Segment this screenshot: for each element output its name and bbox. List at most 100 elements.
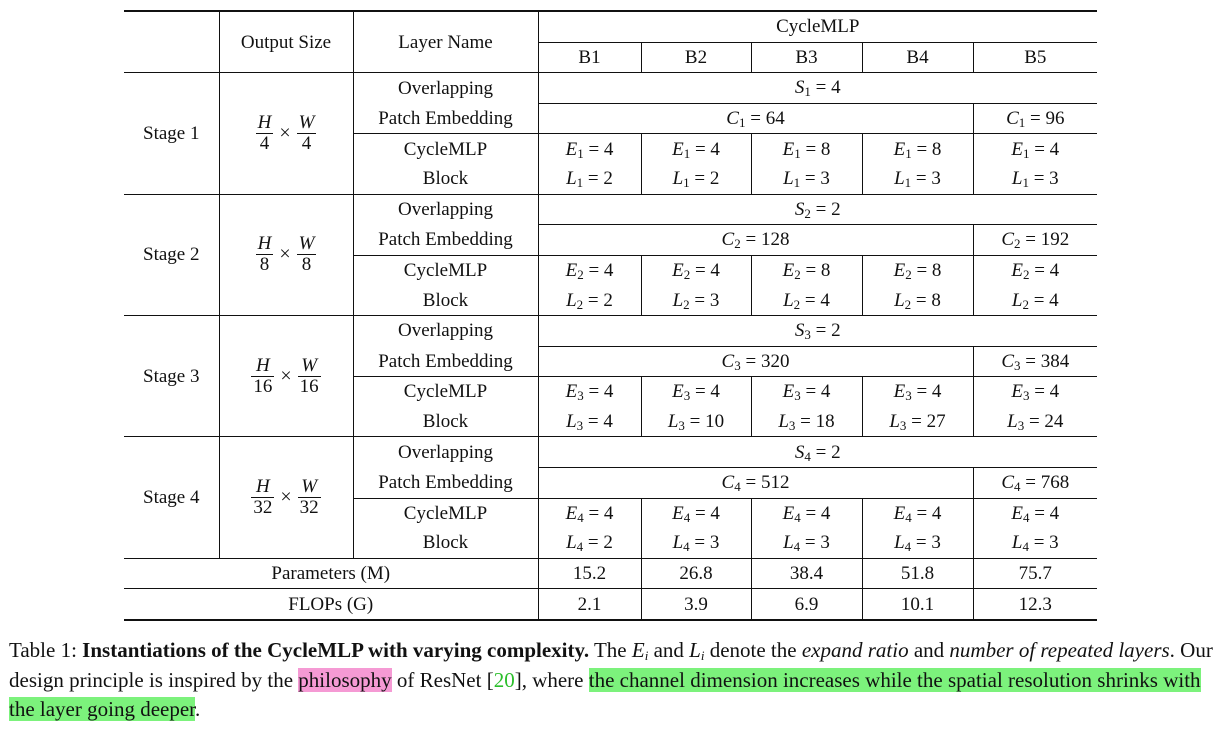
expand-ratio-cell: E4 = 4: [972, 497, 1098, 529]
layer-cyclemlp: CycleMLP: [352, 497, 538, 529]
expand-ratio-cell: E2 = 8: [750, 254, 862, 286]
channel-value: C1 = 64: [537, 102, 973, 134]
expand-ratio-cell: E1 = 4: [972, 133, 1098, 164]
expand-ratio-cell: E3 = 4: [861, 376, 973, 407]
header-variant-b4: B4: [861, 41, 973, 73]
flops-value: 3.9: [640, 588, 751, 621]
num-layers-cell: L2 = 4: [972, 285, 1098, 316]
header-variant-b3: B3: [750, 41, 862, 73]
expand-ratio-cell: E1 = 8: [861, 133, 973, 164]
highlight-philosophy: philosophy: [298, 667, 392, 692]
flops-label: FLOPs (G): [124, 588, 538, 621]
header-output-size: Output Size: [218, 10, 353, 73]
num-layers-cell: L2 = 8: [861, 285, 973, 316]
expand-ratio-cell: E4 = 4: [537, 497, 641, 529]
citation-link[interactable]: 20: [493, 667, 515, 692]
layer-cyclemlp: CycleMLP: [352, 376, 538, 407]
layer-patch-embedding: Patch Embedding: [352, 467, 538, 498]
header-empty: [124, 10, 219, 73]
expand-ratio-cell: E2 = 8: [861, 254, 973, 286]
layer-patch-embedding: Patch Embedding: [352, 346, 538, 377]
channel-value-b5: C1 = 96: [972, 102, 1098, 134]
num-layers-cell: L3 = 24: [972, 406, 1098, 437]
layer-overlapping: Overlapping: [352, 193, 538, 225]
expand-ratio-cell: E1 = 4: [640, 133, 751, 164]
params-value: 15.2: [537, 557, 641, 589]
channel-value: C4 = 512: [537, 466, 973, 498]
header-variant-b2: B2: [640, 41, 751, 73]
flops-value: 12.3: [972, 588, 1098, 621]
channel-value-b5: C2 = 192: [972, 224, 1098, 256]
params-value: 51.8: [861, 557, 973, 589]
layer-overlapping: Overlapping: [352, 436, 538, 468]
stride-value: S2 = 2: [537, 193, 1098, 225]
flops-value: 6.9: [750, 588, 862, 621]
flops-value: 10.1: [861, 588, 973, 621]
channel-value: C3 = 320: [537, 345, 973, 377]
expand-ratio-cell: E3 = 4: [972, 376, 1098, 407]
stage-label: Stage 1: [124, 72, 219, 195]
params-value: 38.4: [750, 557, 862, 589]
num-layers-cell: L1 = 2: [537, 163, 641, 195]
layer-block: Block: [352, 528, 538, 559]
layer-overlapping: Overlapping: [352, 314, 538, 347]
channel-value: C2 = 128: [537, 224, 973, 256]
num-layers-cell: L3 = 4: [537, 406, 641, 437]
num-layers-cell: L2 = 3: [640, 285, 751, 316]
layer-patch-embedding: Patch Embedding: [352, 224, 538, 256]
params-value: 26.8: [640, 557, 751, 589]
layer-block: Block: [352, 406, 538, 437]
num-layers-cell: L4 = 2: [537, 528, 641, 559]
caption-title: Instantiations of the CycleMLP with vary…: [82, 638, 590, 662]
output-size-fraction: H 8 × W 8: [218, 193, 353, 316]
num-layers-cell: L4 = 3: [972, 528, 1098, 559]
expand-ratio-cell: E1 = 8: [750, 133, 862, 164]
stride-value: S4 = 2: [537, 436, 1098, 468]
flops-value: 2.1: [537, 588, 641, 621]
header-variant-b5: B5: [972, 41, 1098, 73]
header-model: CycleMLP: [537, 9, 1098, 43]
layer-overlapping: Overlapping: [352, 72, 538, 104]
stride-value: S1 = 4: [537, 72, 1098, 104]
stage-label: Stage 4: [124, 436, 219, 559]
layer-cyclemlp: CycleMLP: [352, 133, 538, 164]
expand-ratio-cell: E2 = 4: [640, 254, 751, 286]
params-label: Parameters (M): [124, 557, 538, 589]
header-variant-b1: B1: [537, 41, 641, 73]
expand-ratio-cell: E4 = 4: [640, 497, 751, 529]
num-layers-cell: L3 = 10: [640, 406, 751, 437]
stage-label: Stage 3: [124, 314, 219, 437]
num-layers-cell: L1 = 3: [972, 163, 1098, 195]
expand-ratio-cell: E4 = 4: [861, 497, 973, 529]
output-size-fraction: H 4 × W 4: [218, 72, 353, 195]
layer-block: Block: [352, 163, 538, 195]
caption-label: Table 1:: [9, 638, 83, 662]
num-layers-cell: L4 = 3: [861, 528, 973, 559]
output-size-fraction: H 32 × W 32: [218, 436, 353, 559]
layer-cyclemlp: CycleMLP: [352, 254, 538, 286]
channel-value-b5: C3 = 384: [972, 345, 1098, 377]
num-layers-cell: L1 = 2: [640, 163, 751, 195]
num-layers-cell: L2 = 2: [537, 285, 641, 316]
num-layers-cell: L3 = 27: [861, 406, 973, 437]
channel-value-b5: C4 = 768: [972, 466, 1098, 498]
architecture-table: Output Size Layer Name CycleMLP B1 B2 B3 B4 B5 S…: [124, 9, 1098, 621]
table-caption: Table 1: Instantiations of the CycleMLP …: [9, 638, 1213, 721]
output-size-fraction: H 16 × W 16: [218, 314, 353, 437]
expand-ratio-cell: E1 = 4: [537, 133, 641, 164]
num-layers-cell: L1 = 3: [861, 163, 973, 195]
num-layers-cell: L1 = 3: [750, 163, 862, 195]
num-layers-cell: L3 = 18: [750, 406, 862, 437]
params-value: 75.7: [972, 557, 1098, 589]
num-layers-cell: L4 = 3: [640, 528, 751, 559]
layer-patch-embedding: Patch Embedding: [352, 103, 538, 134]
num-layers-cell: L4 = 3: [750, 528, 862, 559]
expand-ratio-cell: E2 = 4: [537, 254, 641, 286]
expand-ratio-cell: E3 = 4: [750, 376, 862, 407]
layer-block: Block: [352, 285, 538, 316]
num-layers-cell: L2 = 4: [750, 285, 862, 316]
stride-value: S3 = 2: [537, 314, 1098, 347]
expand-ratio-cell: E3 = 4: [537, 376, 641, 407]
stage-label: Stage 2: [124, 193, 219, 316]
expand-ratio-cell: E4 = 4: [750, 497, 862, 529]
